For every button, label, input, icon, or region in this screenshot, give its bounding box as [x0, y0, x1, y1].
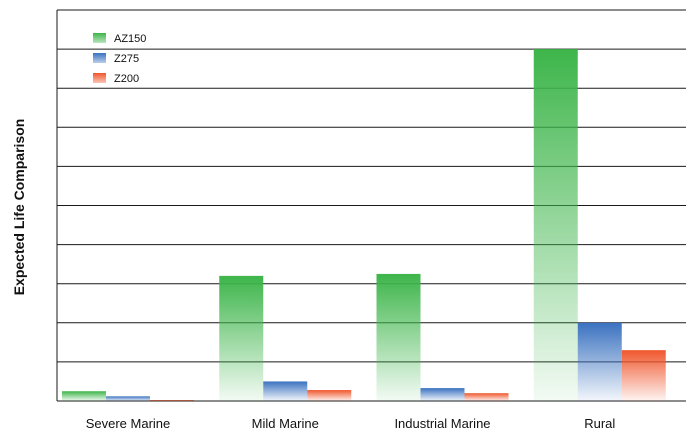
bars	[62, 49, 666, 401]
legend-swatch-z275	[93, 53, 106, 63]
x-tick-label: Rural	[584, 416, 615, 431]
gridlines	[57, 9, 686, 363]
legend-label-az150: AZ150	[114, 33, 146, 45]
legend-swatch-az150	[93, 33, 106, 43]
legend-label-z275: Z275	[114, 53, 139, 65]
bar-z200-industrial-marine	[464, 393, 509, 401]
legend-swatch-z200	[93, 73, 106, 83]
bar-z200-mild-marine	[307, 390, 352, 401]
x-tick-labels: Severe Marine Mild Marine Industrial Marin…	[86, 416, 616, 431]
bar-z200-rural	[621, 350, 666, 401]
bar-az150-industrial-marine	[376, 273, 421, 401]
legend-label-z200: Z200	[114, 73, 139, 85]
bar-z275-industrial-marine	[420, 388, 465, 401]
x-tick-label: Industrial Marine	[394, 416, 490, 431]
legend: AZ150 Z275 Z200	[93, 33, 146, 85]
bar-az150-mild-marine	[219, 275, 264, 401]
bar-z275-severe-marine	[106, 396, 150, 401]
x-tick-label: Severe Marine	[86, 416, 171, 431]
bar-az150-rural	[533, 49, 578, 401]
bar-az150-severe-marine	[62, 391, 106, 401]
bar-z275-mild-marine	[263, 381, 308, 401]
y-axis-label: Expected Life Comparison	[11, 119, 27, 296]
x-tick-label: Mild Marine	[252, 416, 319, 431]
bar-z275-rural	[577, 322, 622, 401]
bar-z200-severe-marine	[150, 400, 194, 401]
